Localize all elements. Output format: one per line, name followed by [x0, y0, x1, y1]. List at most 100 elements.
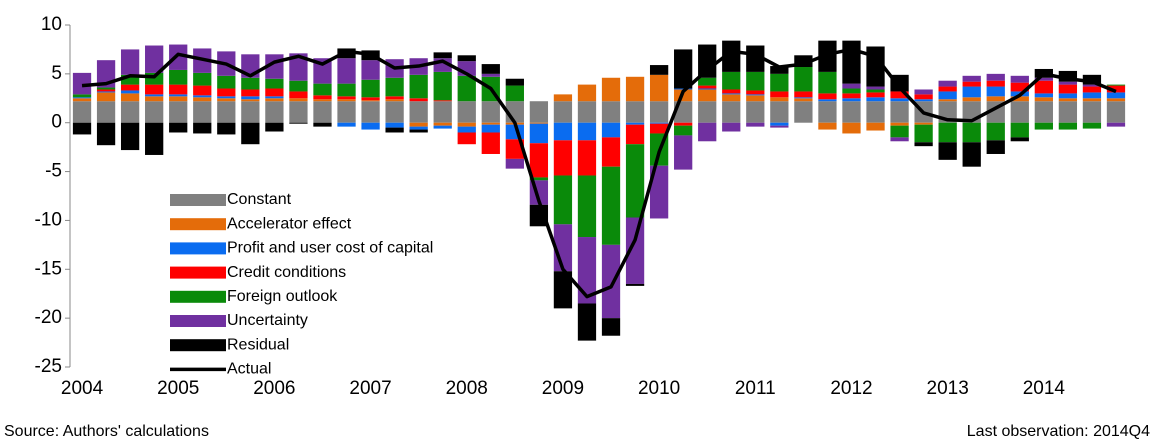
- bar-segment: [409, 98, 428, 102]
- bar-segment: [986, 86, 1005, 97]
- bar-segment: [457, 75, 476, 102]
- bar-segment: [577, 175, 597, 238]
- bar-segment: [986, 80, 1005, 87]
- bar-segment: [385, 99, 404, 102]
- bar-segment: [457, 132, 476, 145]
- legend-label: Accelerator effect: [227, 215, 352, 232]
- bar-segment: [433, 122, 452, 126]
- bar-segment: [241, 96, 260, 100]
- bar-segment: [553, 175, 573, 225]
- bar-segment: [577, 140, 597, 176]
- line: [81, 47, 1117, 299]
- bar-segment: [120, 49, 140, 75]
- bar-segment: [698, 85, 717, 89]
- bar-segment: [265, 98, 284, 102]
- bar-segment: [746, 122, 765, 127]
- x-tick-label: 2009: [542, 378, 584, 399]
- bar-segment: [770, 101, 789, 123]
- legend-swatch: [170, 242, 226, 255]
- bar-segment: [72, 122, 92, 135]
- bar-segment: [577, 237, 597, 304]
- bar-segment: [145, 72, 164, 85]
- bar-segment: [842, 93, 861, 99]
- legend-label: Uncertainty: [227, 312, 308, 329]
- bar-segment: [145, 94, 164, 97]
- bar-segment: [337, 96, 356, 100]
- bar-segment: [625, 124, 645, 145]
- y-tick-label: 10: [41, 14, 62, 35]
- legend-swatch: [170, 266, 226, 279]
- bar-segment: [818, 71, 837, 94]
- bar-segment: [96, 122, 116, 146]
- bar-segment: [337, 101, 356, 123]
- bar-segment: [601, 166, 621, 245]
- bar-segment: [962, 142, 981, 167]
- bar-segment: [794, 55, 813, 68]
- bar-segment: [674, 135, 693, 170]
- bar-segment: [409, 129, 428, 133]
- bar-segment: [962, 97, 981, 102]
- bar-segment: [481, 124, 500, 133]
- bar-segment: [914, 89, 933, 95]
- bar-segment: [625, 283, 645, 286]
- bar-segment: [698, 44, 717, 78]
- bar-segment: [1058, 81, 1078, 85]
- bar-segment: [625, 101, 645, 123]
- bar-segment: [72, 94, 92, 98]
- bar-segment: [1082, 74, 1102, 85]
- bar-segment: [553, 140, 573, 176]
- source-note: Source: Authors' calculations: [4, 423, 209, 440]
- bar-segment: [698, 77, 717, 86]
- bar-segment: [409, 122, 428, 127]
- bar-segment: [217, 96, 236, 99]
- bar-segment: [794, 98, 813, 102]
- bar-segment: [746, 101, 765, 123]
- bar-segment: [529, 177, 549, 181]
- bar-segment: [1082, 92, 1102, 99]
- bar-segment: [217, 88, 236, 97]
- bar-segment: [722, 40, 741, 72]
- x-tick-label: 2010: [638, 378, 680, 399]
- bar-segment: [96, 91, 116, 93]
- bar-segment: [986, 96, 1005, 102]
- bar-segment: [361, 60, 380, 80]
- bar-segment: [890, 137, 909, 142]
- legend-swatch: [170, 339, 226, 352]
- bar-segment: [962, 122, 981, 143]
- x-tick-label: 2005: [157, 378, 199, 399]
- bar-segment: [601, 101, 621, 123]
- bar-segment: [722, 122, 741, 132]
- bar-segment: [505, 158, 524, 169]
- bar-segment: [1058, 98, 1078, 102]
- bar-segment: [914, 122, 933, 125]
- bar-segment: [120, 74, 140, 85]
- bar-segment: [1058, 70, 1078, 82]
- legend-swatch: [170, 218, 226, 231]
- bar-segment: [169, 44, 188, 70]
- bar-segment: [674, 122, 693, 126]
- bar-segment: [866, 101, 885, 123]
- legend-swatch: [170, 290, 226, 303]
- bar-segment: [457, 126, 476, 133]
- bar-segment: [361, 101, 380, 123]
- bar-segment: [337, 83, 356, 97]
- bar-segment: [1082, 101, 1102, 123]
- bar-segment: [169, 69, 188, 85]
- bar-segment: [1082, 84, 1102, 87]
- bar-segment: [553, 101, 573, 123]
- bar-segment: [770, 73, 789, 92]
- bar-segment: [433, 100, 452, 102]
- bar-segment: [481, 122, 500, 125]
- bar-segment: [1106, 84, 1126, 86]
- bar-segment: [313, 95, 332, 100]
- y-tick-label: -15: [35, 258, 62, 279]
- bar-segment: [1058, 101, 1078, 123]
- bar-segment: [481, 73, 500, 77]
- bar-segment: [120, 122, 140, 151]
- bar-segment: [818, 40, 837, 72]
- bar-segment: [938, 80, 957, 87]
- y-tick-label: -25: [35, 356, 62, 377]
- legend-label: Residual: [227, 336, 289, 353]
- legend-label: Profit and user cost of capital: [227, 240, 433, 257]
- bar-segment: [289, 98, 308, 102]
